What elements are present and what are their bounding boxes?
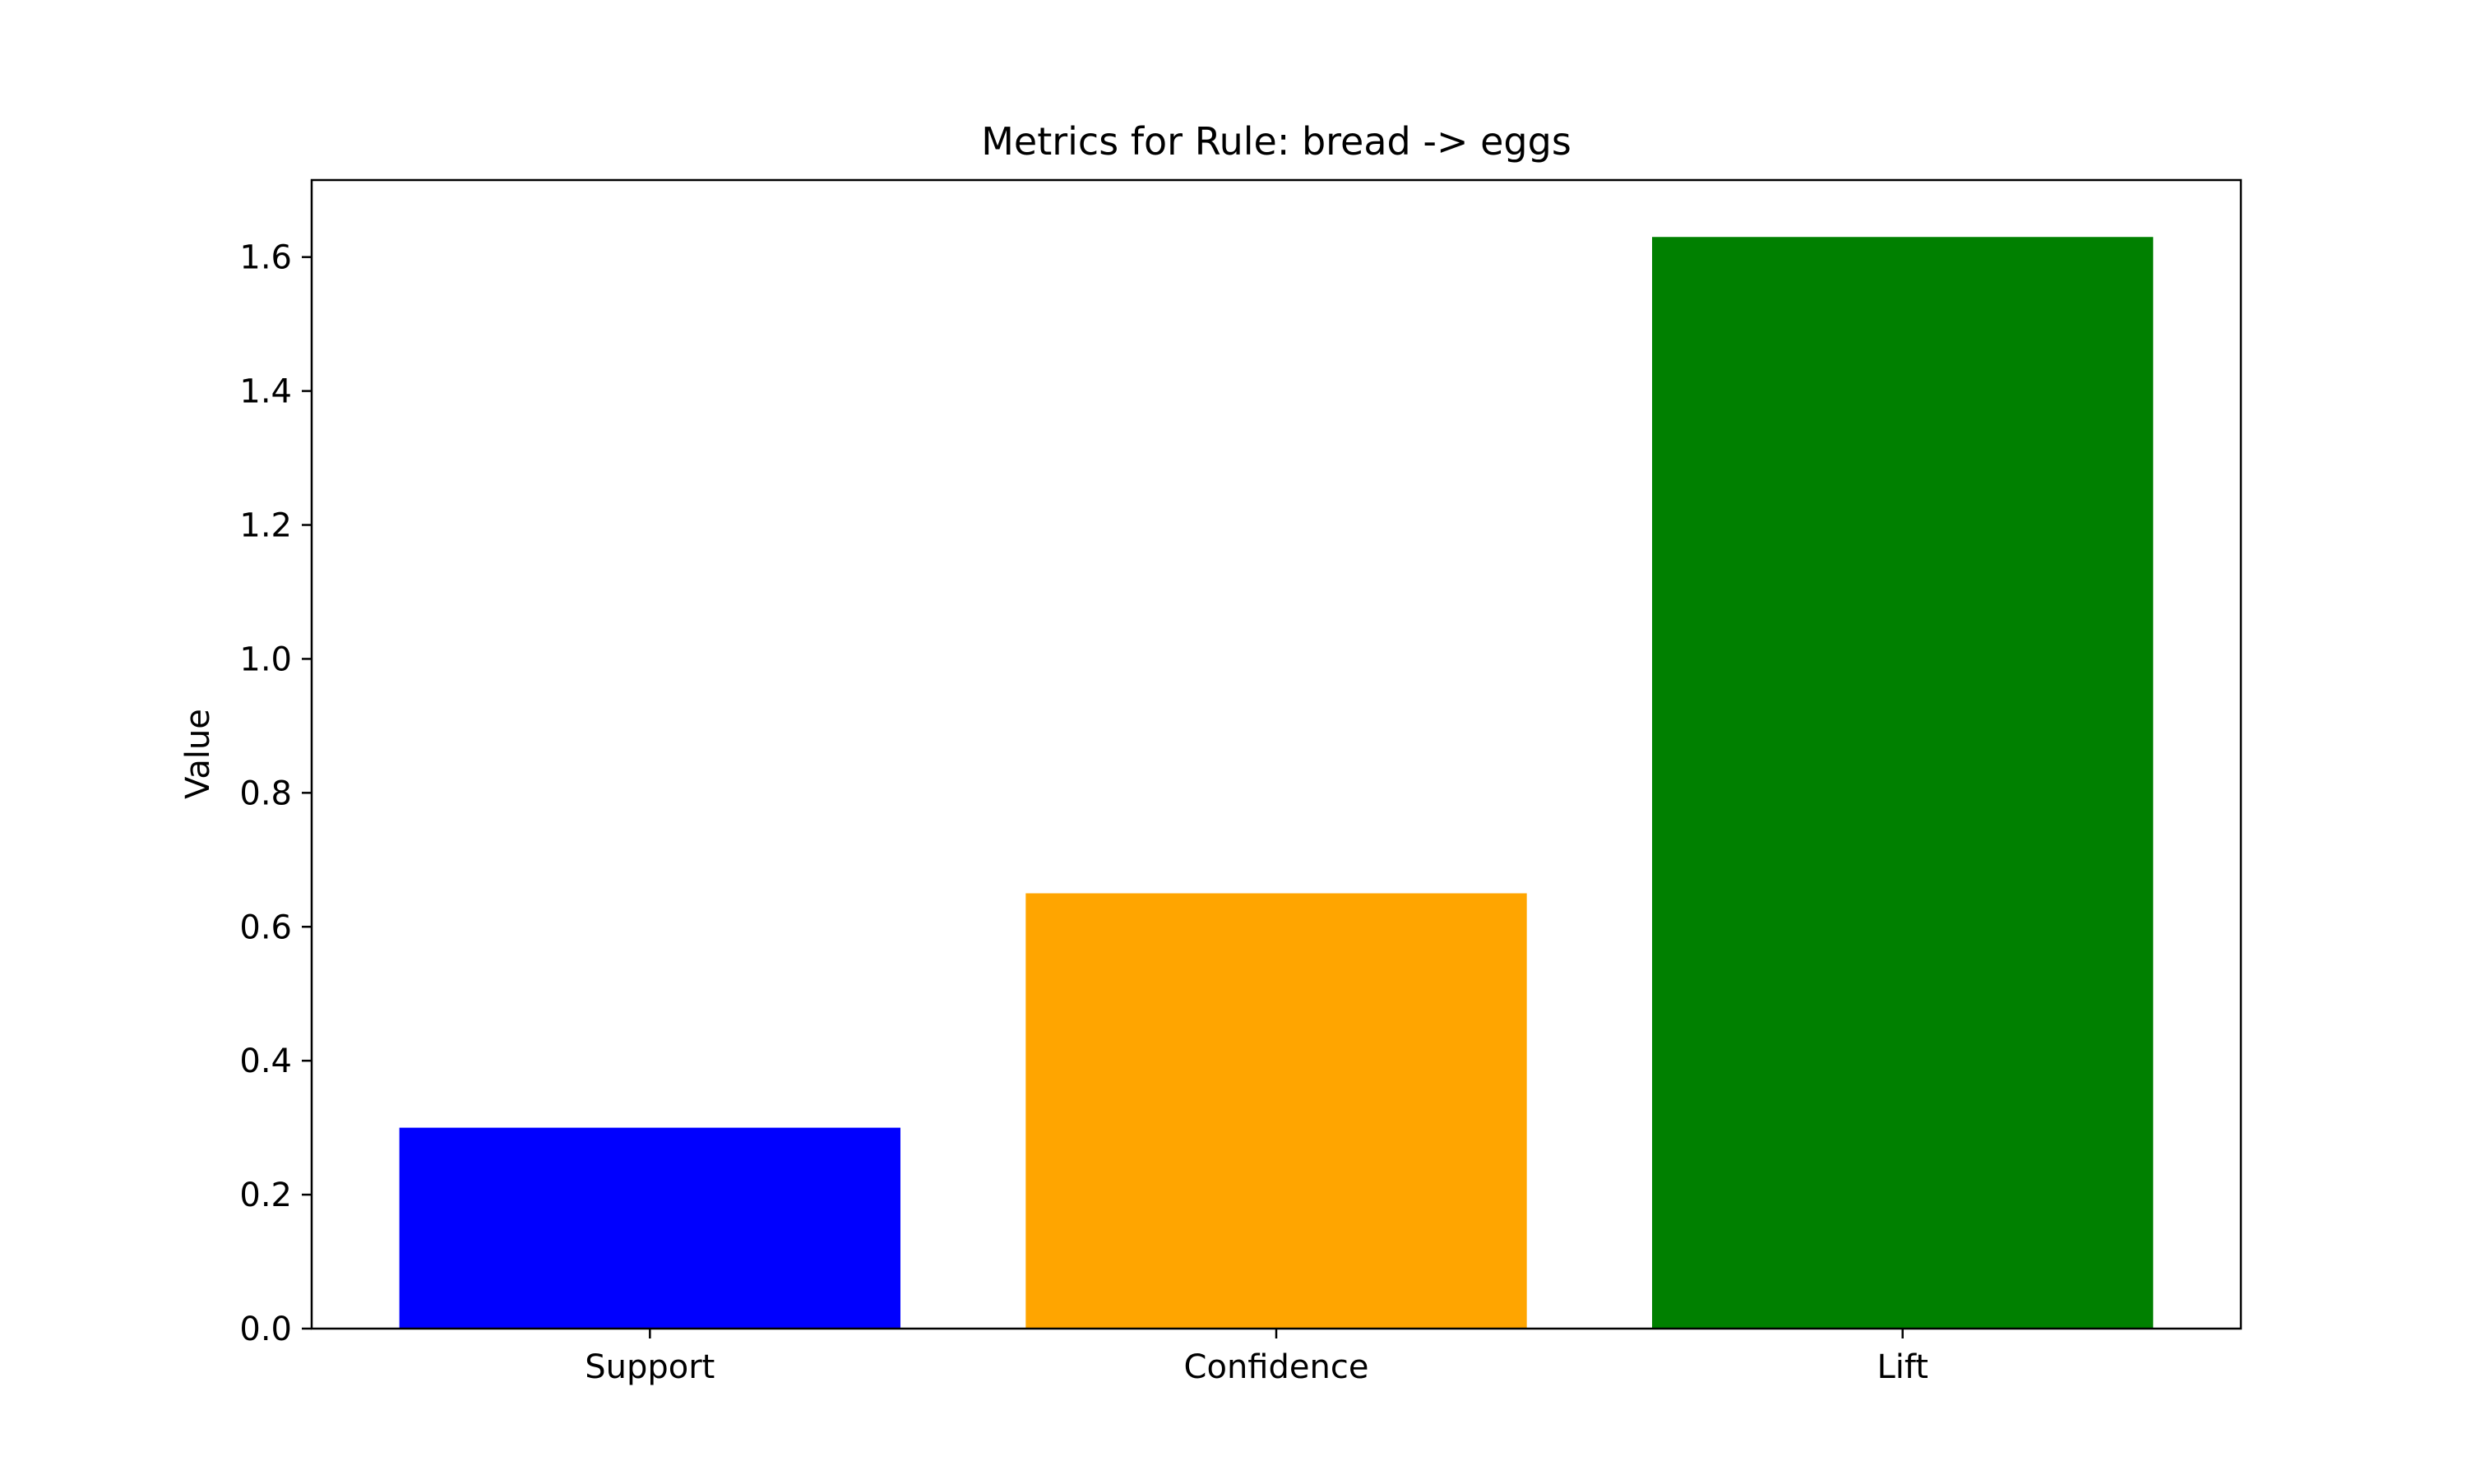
y-axis-label: Value (179, 709, 217, 799)
x-tick-label: Confidence (1184, 1348, 1369, 1386)
x-tick-label: Support (585, 1348, 715, 1386)
x-ticks: Support Confidence Lift (585, 1329, 1928, 1386)
y-tick-label: 1.0 (239, 640, 292, 678)
y-tick-label: 0.8 (239, 774, 292, 812)
plot-frame (310, 178, 2243, 1330)
bar-confidence (1025, 893, 1527, 1329)
y-tick-label: 0.4 (239, 1042, 292, 1080)
chart-title: Metrics for Rule: bread -> eggs (981, 119, 1571, 164)
bar-lift (1652, 237, 2154, 1329)
y-tick-label: 0.6 (239, 908, 292, 946)
y-tick-label: 1.6 (239, 239, 292, 277)
bars-layer (399, 237, 2154, 1329)
y-tick-label: 0.0 (239, 1311, 292, 1348)
x-tick-label: Lift (1877, 1348, 1928, 1386)
y-ticks: 0.0 0.2 0.4 0.6 0.8 1.0 1.2 1.4 1.6 (239, 239, 312, 1348)
y-tick-label: 0.2 (239, 1177, 292, 1214)
y-tick-label: 1.2 (239, 507, 292, 545)
bar-support (399, 1127, 900, 1329)
y-tick-label: 1.4 (239, 373, 292, 411)
